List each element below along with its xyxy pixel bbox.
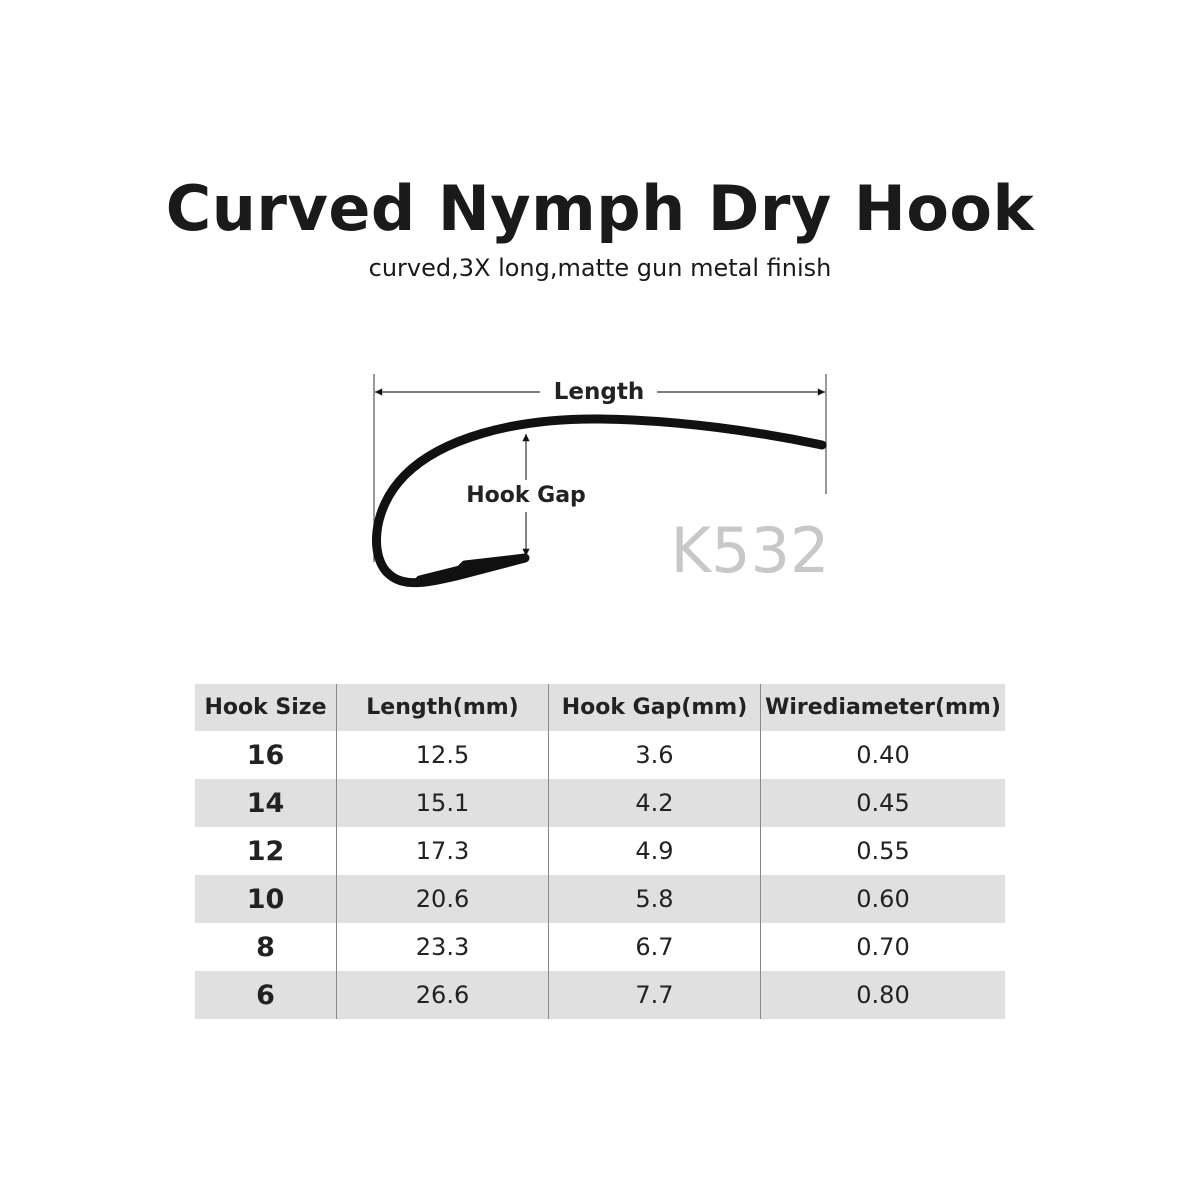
cell-size: 12 bbox=[246, 835, 285, 867]
cell-gap: 5.8 bbox=[548, 875, 761, 923]
header-wire-diameter: Wirediameter(mm) bbox=[760, 684, 1005, 731]
hook-gap-label: Hook Gap bbox=[466, 483, 586, 508]
table-row: 6 26.6 7.7 0.80 bbox=[195, 971, 1005, 1019]
cell-length: 26.6 bbox=[336, 971, 549, 1019]
header-hook-gap: Hook Gap(mm) bbox=[548, 684, 761, 731]
cell-wire: 0.70 bbox=[760, 923, 1005, 971]
page-title: Curved Nymph Dry Hook bbox=[165, 172, 1035, 245]
hook-shape bbox=[372, 414, 827, 588]
cell-gap: 6.7 bbox=[548, 923, 761, 971]
cell-length: 17.3 bbox=[336, 827, 549, 875]
table-row: 12 17.3 4.9 0.55 bbox=[195, 827, 1005, 875]
cell-gap: 7.7 bbox=[548, 971, 761, 1019]
cell-gap: 4.2 bbox=[548, 779, 761, 827]
cell-wire: 0.60 bbox=[760, 875, 1005, 923]
cell-size: 10 bbox=[195, 875, 337, 923]
cell-size: 8 bbox=[256, 931, 275, 963]
cell-wire: 0.40 bbox=[760, 731, 1005, 779]
header-hook-size: Hook Size bbox=[195, 684, 337, 731]
header-length: Length(mm) bbox=[336, 684, 549, 731]
cell-length: 12.5 bbox=[336, 731, 549, 779]
table-row: 14 15.1 4.2 0.45 bbox=[195, 779, 1005, 827]
cell-length: 20.6 bbox=[336, 875, 549, 923]
cell-wire: 0.80 bbox=[760, 971, 1005, 1019]
cell-length: 15.1 bbox=[336, 779, 549, 827]
model-number: K532 bbox=[671, 514, 830, 587]
length-label: Length bbox=[554, 379, 644, 405]
cell-length: 23.3 bbox=[336, 923, 549, 971]
cell-gap: 3.6 bbox=[548, 731, 761, 779]
cell-size: 14 bbox=[195, 779, 337, 827]
cell-size: 6 bbox=[195, 971, 337, 1019]
page-subtitle: curved,3X long,matte gun metal finish bbox=[368, 254, 832, 282]
table-row: 16 12.5 3.6 0.40 bbox=[195, 731, 1005, 779]
cell-wire: 0.45 bbox=[760, 779, 1005, 827]
table-row: 8 23.3 6.7 0.70 bbox=[195, 923, 1005, 971]
table-row: 10 20.6 5.8 0.60 bbox=[195, 875, 1005, 923]
cell-wire: 0.55 bbox=[760, 827, 1005, 875]
spec-table: Hook Size Length(mm) Hook Gap(mm) Wiredi… bbox=[195, 684, 1005, 1019]
cell-size: 16 bbox=[246, 739, 285, 771]
table-header-row: Hook Size Length(mm) Hook Gap(mm) Wiredi… bbox=[195, 684, 1005, 731]
cell-gap: 4.9 bbox=[548, 827, 761, 875]
